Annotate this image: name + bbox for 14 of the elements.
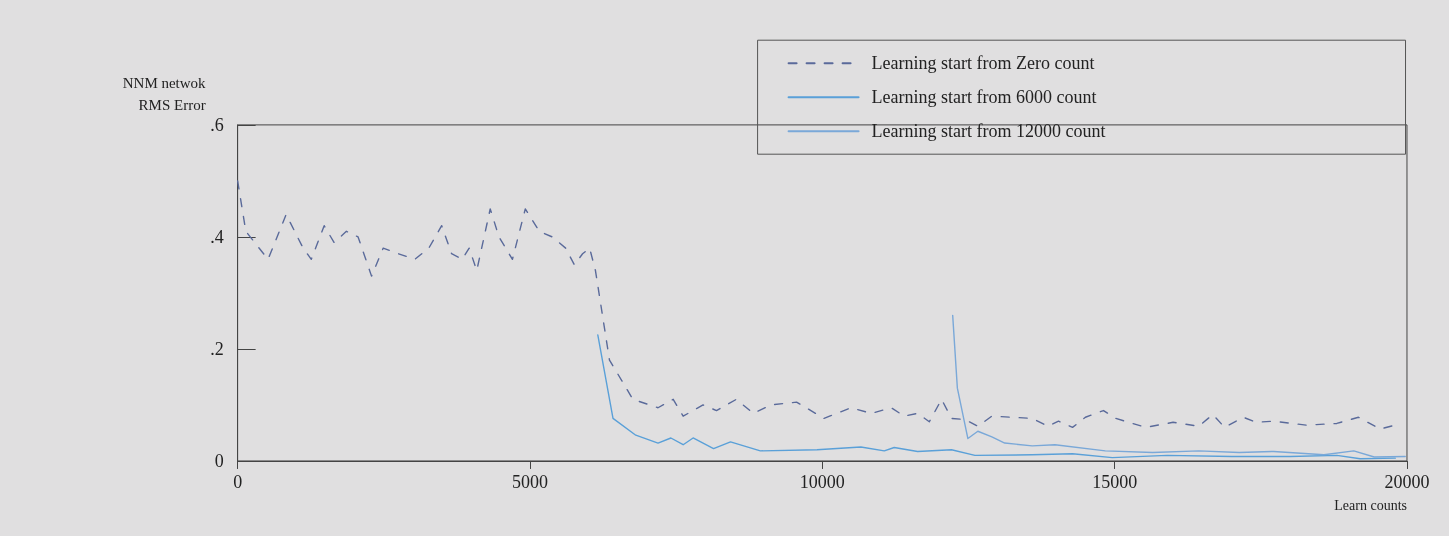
x-tick-label: 10000 bbox=[799, 471, 845, 492]
x-tick-label: 5000 bbox=[511, 471, 548, 492]
x-tick-label: 15000 bbox=[1092, 471, 1138, 492]
y-tick-label: 0 bbox=[214, 450, 224, 471]
x-tick-label: 0 bbox=[233, 471, 243, 492]
y-tick-label: .6 bbox=[210, 114, 224, 135]
x-tick-label: 20000 bbox=[1384, 471, 1430, 492]
y-axis-title: NNM netwok RMS Error bbox=[122, 75, 207, 113]
legend-label: Learning start from 6000 count bbox=[871, 87, 1097, 108]
y-tick-label: .2 bbox=[210, 338, 224, 359]
y-tick-label: .4 bbox=[210, 226, 224, 247]
legend-label: Learning start from 12000 count bbox=[871, 121, 1106, 142]
x-axis-title: Learn counts bbox=[1334, 498, 1407, 514]
legend-label: Learning start from Zero count bbox=[871, 53, 1095, 74]
